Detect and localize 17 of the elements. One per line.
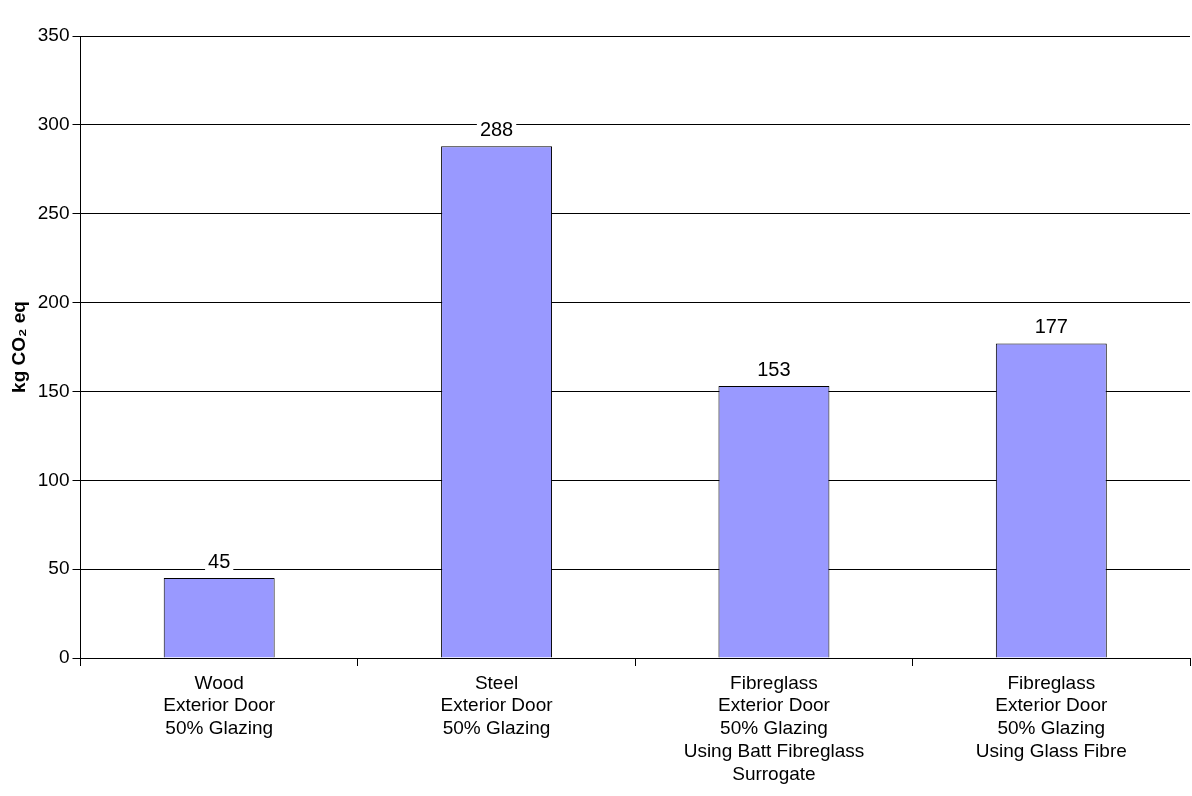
x-tick-label: Fibreglass Exterior Door 50% Glazing Using Batt Fibreglass Surrogate xyxy=(683,671,865,784)
x-tick-label: Wood Exterior Door 50% Glazing xyxy=(163,671,276,739)
x-tick-label: Fibreglass Exterior Door 50% Glazing Using Glass Fibre xyxy=(975,671,1127,762)
y-tick-label: 50 xyxy=(48,557,70,579)
data-label: 45 xyxy=(208,549,231,572)
data-label: 288 xyxy=(479,117,514,140)
y-tick-label: 100 xyxy=(37,468,70,490)
data-label: 153 xyxy=(757,357,791,380)
y-tick-label: 150 xyxy=(37,379,70,401)
y-tick-label: 200 xyxy=(37,290,70,312)
y-tick-label: 0 xyxy=(58,646,70,668)
y-axis-title: kg CO₂ eq xyxy=(7,301,29,393)
y-tick-label: 250 xyxy=(37,201,70,223)
y-tick-label: 350 xyxy=(37,24,70,46)
x-tick-label: Steel Exterior Door 50% Glazing xyxy=(440,671,554,739)
y-tick-label: 300 xyxy=(37,113,70,135)
data-label: 177 xyxy=(1034,314,1068,337)
